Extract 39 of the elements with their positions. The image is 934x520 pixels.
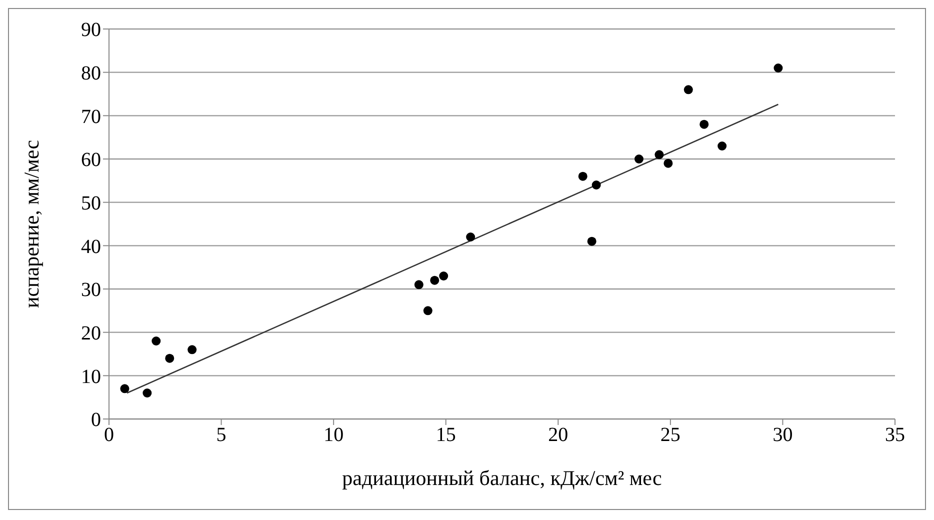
y-axis-title: испарение, мм/мес bbox=[19, 140, 44, 308]
y-tick-label: 40 bbox=[81, 236, 101, 258]
point bbox=[774, 64, 783, 72]
point bbox=[592, 180, 601, 190]
x-tick-label: 30 bbox=[772, 424, 793, 446]
point bbox=[120, 384, 130, 394]
point bbox=[165, 354, 174, 363]
y-tick-label: 50 bbox=[81, 192, 101, 214]
x-tick-label: 20 bbox=[548, 424, 568, 446]
point bbox=[587, 236, 596, 246]
x-tick-label: 10 bbox=[324, 424, 344, 446]
x-tick-label: 35 bbox=[885, 424, 905, 446]
point bbox=[188, 345, 197, 354]
x-axis-title: радиационный баланс, кДж/см² мес bbox=[342, 466, 662, 490]
point bbox=[423, 306, 432, 316]
point bbox=[718, 142, 727, 150]
y-tick-label: 90 bbox=[81, 19, 101, 42]
point bbox=[578, 172, 588, 181]
y-tick-label: 60 bbox=[81, 149, 101, 172]
y-tick-label: 80 bbox=[81, 62, 101, 84]
point bbox=[654, 150, 664, 160]
point bbox=[634, 154, 644, 164]
y-tick-label: 70 bbox=[81, 106, 101, 128]
x-tick-label: 25 bbox=[660, 424, 680, 446]
y-tick-label: 0 bbox=[91, 409, 101, 432]
point bbox=[684, 85, 693, 94]
y-tick-label: 20 bbox=[81, 322, 101, 344]
point bbox=[142, 388, 152, 398]
y-tick-label: 30 bbox=[81, 279, 101, 302]
x-tick-label: 5 bbox=[216, 424, 226, 446]
point bbox=[430, 276, 440, 285]
point bbox=[152, 336, 161, 346]
point bbox=[664, 158, 673, 168]
x-tick-label: 15 bbox=[436, 424, 456, 446]
point bbox=[414, 280, 424, 290]
point bbox=[439, 272, 448, 280]
point bbox=[466, 232, 476, 242]
point bbox=[700, 120, 709, 129]
y-tick-label: 10 bbox=[81, 366, 101, 388]
